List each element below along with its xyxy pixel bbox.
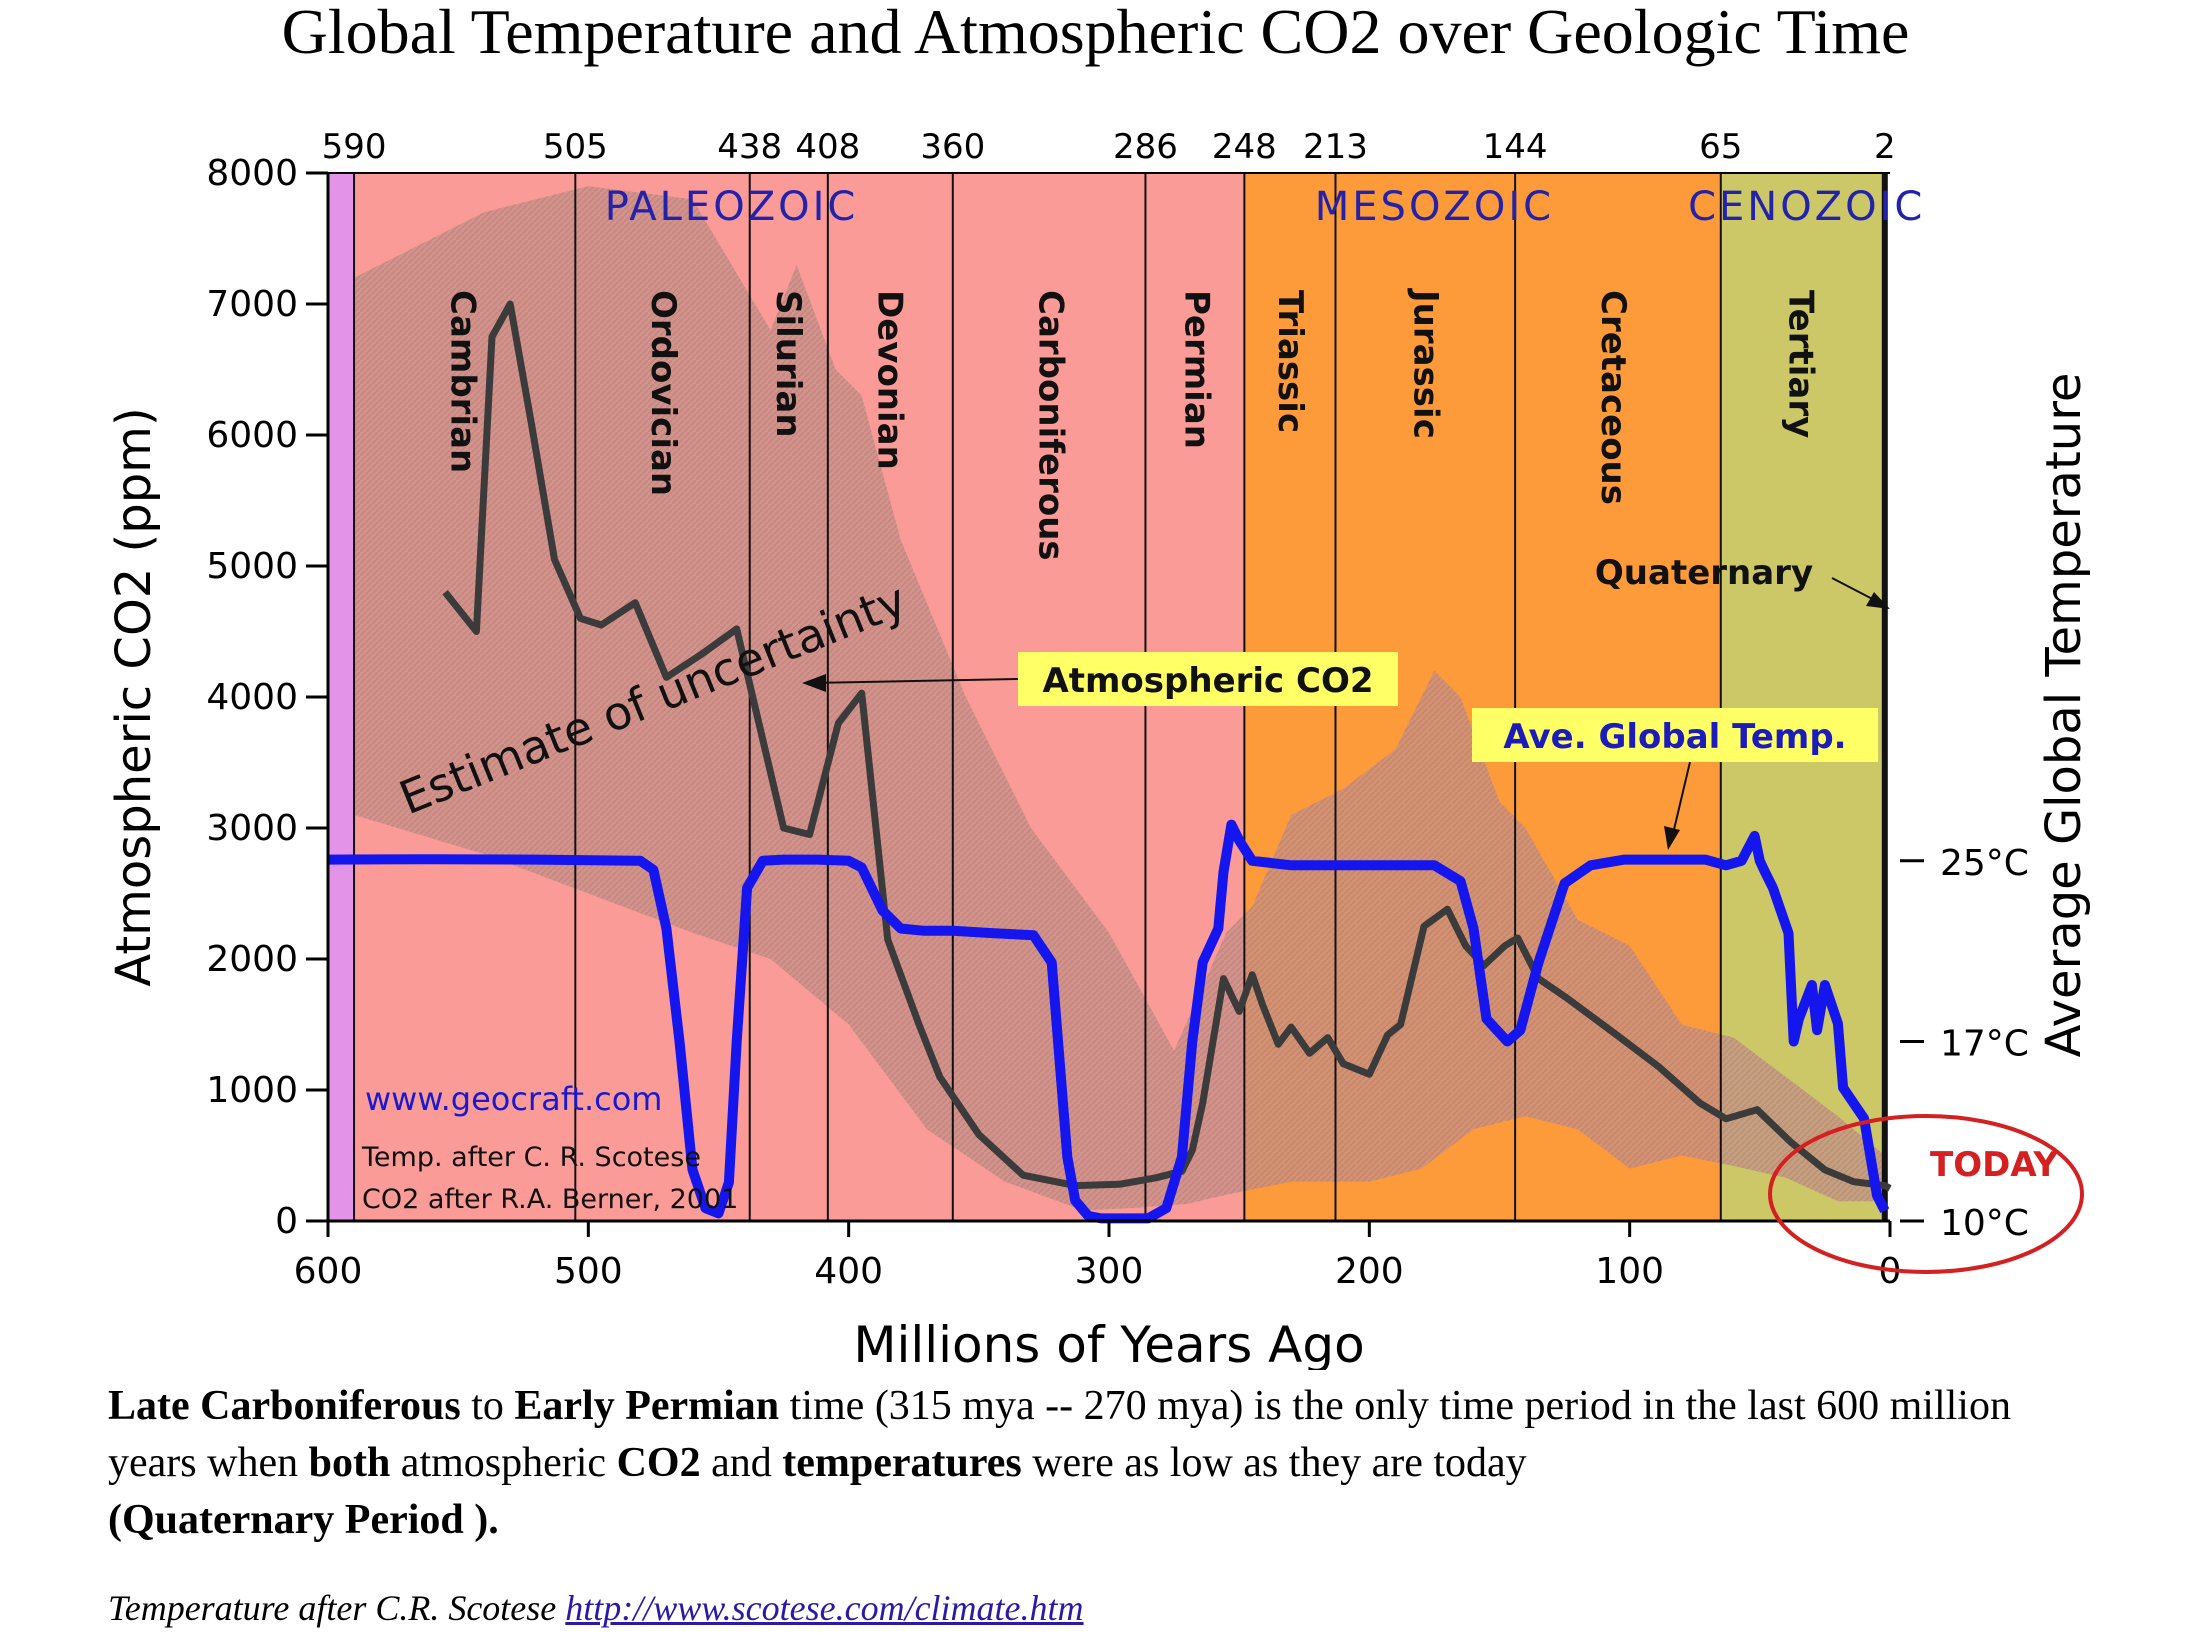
caption-text: and xyxy=(700,1440,783,1486)
caption-bold-temperatures: temperatures xyxy=(782,1440,1022,1486)
top-tick-label: 65 xyxy=(1699,127,1742,167)
caption-text: atmospheric xyxy=(390,1440,617,1486)
temp-arrow-line xyxy=(1671,761,1691,839)
y-tick-label: 3000 xyxy=(206,808,298,849)
caption-bold-quaternary: (Quaternary Period ). xyxy=(108,1497,499,1543)
caption-bold-co2: CO2 xyxy=(616,1440,701,1486)
y-tick-label: 6000 xyxy=(206,415,298,456)
chart: PALEOZOIC MESOZOIC CENOZOIC Cambrian Ordovic… xyxy=(106,127,2092,1370)
x-tick-label: 400 xyxy=(814,1251,883,1292)
co2-label-box xyxy=(1018,652,1398,706)
period-label: Carboniferous xyxy=(1031,290,1071,561)
temperature-series-line xyxy=(327,819,1890,1224)
co2-series-line xyxy=(442,300,1892,1192)
top-tick-label: 286 xyxy=(1113,127,1178,167)
top-tick-label: 2 xyxy=(1874,127,1896,167)
x-axis-title: Millions of Years Ago xyxy=(853,1316,1364,1370)
period-label: Cretaceous xyxy=(1593,290,1633,505)
caption: Late Carboniferous to Early Permian time… xyxy=(108,1378,2108,1549)
x-tick-label: 300 xyxy=(1075,1251,1144,1292)
top-tick-label: 590 xyxy=(322,127,387,167)
quaternary-label: Quaternary xyxy=(1595,553,1813,593)
top-tick-label: 360 xyxy=(920,127,985,167)
uncertainty-band-shape xyxy=(354,186,1885,1211)
y-axis-title: Atmospheric CO2 (ppm) xyxy=(106,407,162,986)
top-tick-label: 213 xyxy=(1303,127,1368,167)
temp-label-box xyxy=(1472,708,1878,762)
caption-bold-both: both xyxy=(308,1440,391,1486)
y2-tick-label: 10°C xyxy=(1940,1203,2029,1244)
x-tick-label: 200 xyxy=(1335,1251,1404,1292)
period-label: Jurassic xyxy=(1406,288,1446,439)
y-tick-label: 7000 xyxy=(206,284,298,325)
x-tick-label: 600 xyxy=(294,1251,363,1292)
scotese-link[interactable]: http://www.scotese.com/climate.htm xyxy=(565,1588,1084,1628)
co2-arrow-line xyxy=(809,678,1019,684)
co2-label-text: Atmospheric CO2 xyxy=(1042,661,1373,701)
y2-tick-label: 17°C xyxy=(1940,1024,2029,1065)
period-label: Silurian xyxy=(768,290,808,438)
period-label: Cambrian xyxy=(442,290,482,473)
co2-credit: CO2 after R.A. Berner, 2001 xyxy=(362,1184,738,1215)
period-label: Tertiary xyxy=(1780,290,1820,438)
temp-label-text: Ave. Global Temp. xyxy=(1503,717,1846,757)
quaternary-arrow-head xyxy=(1866,592,1890,609)
caption-text: were as low as they are today xyxy=(1021,1440,1527,1486)
pre-cambrian-strip xyxy=(328,173,355,1221)
co2-arrow-head xyxy=(802,674,826,692)
page-title: Global Temperature and Atmospheric CO2 o… xyxy=(281,0,1910,67)
y-tick-label: 0 xyxy=(275,1201,298,1242)
y-tick-label: 5000 xyxy=(206,546,298,587)
top-tick-label: 248 xyxy=(1212,127,1277,167)
x-tick-label: 500 xyxy=(554,1251,623,1292)
x-tick-label: 100 xyxy=(1595,1251,1664,1292)
caption-text: to xyxy=(460,1383,515,1429)
credit-text: Temperature after C.R. Scotese xyxy=(108,1588,566,1628)
today-label: TODAY xyxy=(1930,1145,2058,1185)
y-tick-label: 4000 xyxy=(206,677,298,718)
y-tick-label: 1000 xyxy=(206,1070,298,1111)
top-tick-label: 144 xyxy=(1483,127,1548,167)
today-circle xyxy=(1768,1114,2084,1274)
y-tick-label: 2000 xyxy=(206,939,298,980)
top-tick-label: 438 xyxy=(717,127,782,167)
period-label: Triassic xyxy=(1270,290,1310,433)
temp-credit: Temp. after C. R. Scotese xyxy=(361,1142,701,1173)
y2-axis-title: Average Global Temperature xyxy=(2036,373,2092,1058)
caption-bold-early-permian: Early Permian xyxy=(514,1383,780,1429)
series xyxy=(327,300,1892,1224)
period-labels: PALEOZOIC MESOZOIC CENOZOIC Cambrian Ordovic… xyxy=(442,184,1925,561)
caption-text: time (315 mya -- 270 mya) is the only ti… xyxy=(108,1383,2011,1486)
axes: 590 505 438 408 360 286 248 213 144 65 2 0 1000 2000 3… xyxy=(106,127,2092,1370)
credit-line: Temperature after C.R. Scotese http://ww… xyxy=(108,1588,1084,1628)
period-label: Ordovician xyxy=(643,290,683,496)
temp-arrow-head xyxy=(1664,826,1680,850)
era-label: CENOZOIC xyxy=(1688,184,1925,230)
cenozoic-background xyxy=(1720,173,1885,1221)
y2-tick-label: 25°C xyxy=(1940,843,2029,884)
top-tick-label: 505 xyxy=(543,127,608,167)
top-tick-label: 408 xyxy=(795,127,860,167)
y-tick-label: 8000 xyxy=(206,153,298,194)
period-label: Devonian xyxy=(869,290,909,470)
uncertainty-band xyxy=(354,186,1885,1211)
site-credit: www.geocraft.com xyxy=(365,1080,662,1118)
era-label: MESOZOIC xyxy=(1315,184,1554,230)
era-label: PALEOZOIC xyxy=(605,184,859,230)
caption-bold-late-carboniferous: Late Carboniferous xyxy=(108,1383,461,1429)
period-label: Permian xyxy=(1177,290,1217,449)
